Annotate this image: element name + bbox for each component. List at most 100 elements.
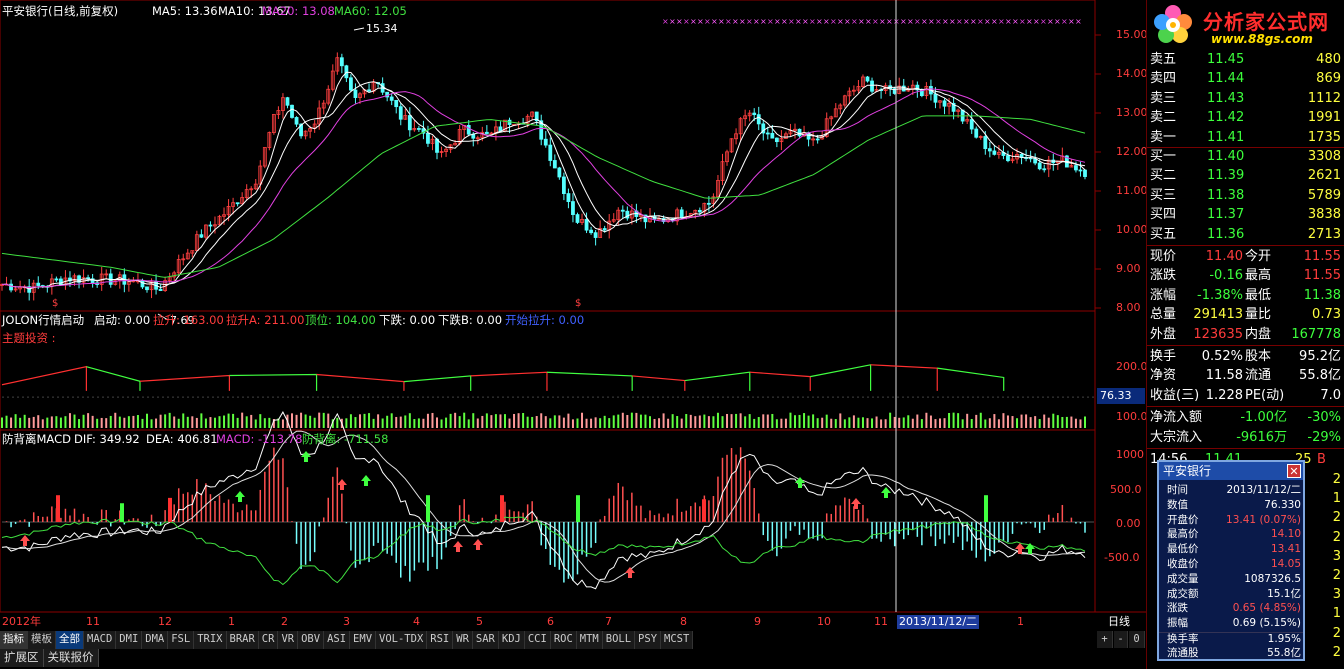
tick-side-number: 2 — [1147, 624, 1344, 643]
macd-signal-bar — [426, 495, 430, 522]
candle-body — [639, 214, 643, 217]
tab-brar[interactable]: BRAR — [226, 631, 259, 649]
signal-marker: × — [1054, 17, 1061, 26]
signal-marker: × — [984, 17, 991, 26]
tick-side-number: 3 — [1147, 585, 1344, 604]
signal-marker: × — [907, 17, 914, 26]
zoom-in-button[interactable]: + — [1097, 631, 1113, 648]
arrow-icon — [795, 477, 805, 488]
tab-indicator[interactable]: 指标 — [0, 631, 28, 649]
candle-body — [643, 214, 648, 223]
indicator-step — [470, 371, 548, 391]
price-tick: 13.00 — [1116, 106, 1148, 119]
tab-cr[interactable]: CR — [258, 631, 279, 649]
signal-marker: × — [788, 17, 795, 26]
order-label: 买一 — [1150, 149, 1177, 164]
popup-value: 1087326.5 — [1244, 572, 1301, 585]
macd-dif: DIF: 349.92 — [74, 432, 140, 446]
macd-signal-bar — [576, 495, 580, 522]
tab-mcst[interactable]: MCST — [661, 631, 694, 649]
tab-related-quote[interactable]: 关联报价 — [43, 649, 99, 667]
tab-all[interactable]: 全部 — [56, 631, 84, 649]
signal-marker: × — [669, 17, 676, 26]
tab-kdj[interactable]: KDJ — [498, 631, 525, 649]
order-label: 卖三 — [1150, 90, 1177, 106]
indicator-tabs: 指标 模板 全部 MACD DMI DMA FSL TRIX BRAR CR V… — [0, 631, 694, 649]
tab-template[interactable]: 模板 — [28, 631, 56, 649]
order-label: 买五 — [1150, 226, 1177, 242]
tick-number: 2 — [1332, 568, 1341, 583]
candle-body — [947, 102, 951, 107]
order-price: 11.45 — [1207, 52, 1245, 67]
tab-sar[interactable]: SAR — [472, 631, 499, 649]
candle-body — [770, 132, 775, 139]
candle-body — [557, 167, 562, 178]
signal-marker: × — [697, 17, 704, 26]
indicator-step — [229, 373, 318, 391]
tab-roc[interactable]: ROC — [550, 631, 577, 649]
tab-emv[interactable]: EMV — [350, 631, 377, 649]
tab-obv[interactable]: OBV — [298, 631, 325, 649]
candle-body — [77, 275, 81, 283]
popup-key: 收盘价 — [1167, 558, 1199, 570]
candle-body — [706, 202, 711, 205]
tab-extension[interactable]: 扩展区 — [0, 649, 44, 667]
signal-marker: × — [704, 17, 711, 26]
tab-vol-tdx[interactable]: VOL-TDX — [376, 631, 428, 649]
tab-cci[interactable]: CCI — [524, 631, 551, 649]
popup-key: 开盘价 — [1167, 513, 1199, 526]
candle-body — [725, 151, 729, 163]
signal-marker: × — [774, 17, 781, 26]
candle-body — [539, 120, 544, 140]
tab-boll[interactable]: BOLL — [602, 631, 636, 649]
popup-value: 13.41 — [1270, 543, 1301, 556]
zoom-out-button[interactable]: - — [1114, 631, 1128, 648]
candle-body — [113, 280, 118, 285]
flow-percent: -30% — [1307, 410, 1341, 426]
tick-number: 1 — [1332, 491, 1341, 507]
candle-body — [208, 224, 213, 227]
candle-body — [181, 258, 186, 261]
flow-value: -9616万 — [1236, 429, 1287, 445]
candle-body — [321, 102, 326, 109]
candle-body — [797, 128, 802, 137]
tab-wr[interactable]: WR — [453, 631, 473, 649]
popup-title: 平安银行 — [1159, 462, 1303, 480]
order-label: 卖一 — [1150, 129, 1177, 145]
tab-vr[interactable]: VR — [278, 631, 299, 649]
signal-marker: × — [760, 17, 767, 26]
candle-body — [978, 136, 983, 138]
tab-mtm[interactable]: MTM — [576, 631, 603, 649]
stock-title: 平安银行(日线,前复权) — [2, 4, 119, 18]
candle-body — [1042, 168, 1047, 171]
tab-dmi[interactable]: DMI — [116, 631, 143, 649]
tab-macd[interactable]: MACD — [84, 631, 117, 649]
close-icon[interactable]: ✕ — [1287, 464, 1301, 478]
period-label[interactable]: 日线 — [1108, 615, 1130, 628]
macd-value: MACD: -113.78 — [216, 432, 303, 446]
kline-chart[interactable]: × × × × × × × × × × × × × × × × × × × × × × × × × × × × × × × × × × × × × × × ×… — [0, 0, 1146, 630]
quote-label: 最高 — [1245, 268, 1272, 284]
candle-body — [339, 57, 344, 67]
candle-body — [426, 132, 430, 144]
candle-body — [262, 147, 267, 167]
date-label: 9 — [754, 615, 761, 628]
tab-asi[interactable]: ASI — [324, 631, 351, 649]
tab-rsi[interactable]: RSI — [427, 631, 454, 649]
zoom-reset-button[interactable]: 0 — [1129, 631, 1145, 648]
tab-trix[interactable]: TRIX — [194, 631, 227, 649]
tab-dma[interactable]: DMA — [142, 631, 169, 649]
candle-body — [829, 116, 834, 120]
candle-body — [575, 214, 580, 223]
macd-signal-bar — [702, 499, 706, 522]
tab-psy[interactable]: PSY — [635, 631, 662, 649]
popup-row: 成交额 15.1亿 — [1159, 588, 1303, 601]
chart-area[interactable]: × × × × × × × × × × × × × × × × × × × × × × × × × × × × × × × × × × × × × × × ×… — [0, 0, 1148, 630]
order-price: 11.38 — [1207, 187, 1245, 203]
indicator-step — [749, 371, 811, 391]
tab-fsl[interactable]: FSL — [168, 631, 195, 649]
quote-label: 最低 — [1245, 287, 1272, 303]
candle-body — [13, 288, 18, 291]
candle-body — [439, 151, 444, 153]
separator — [1147, 345, 1344, 346]
